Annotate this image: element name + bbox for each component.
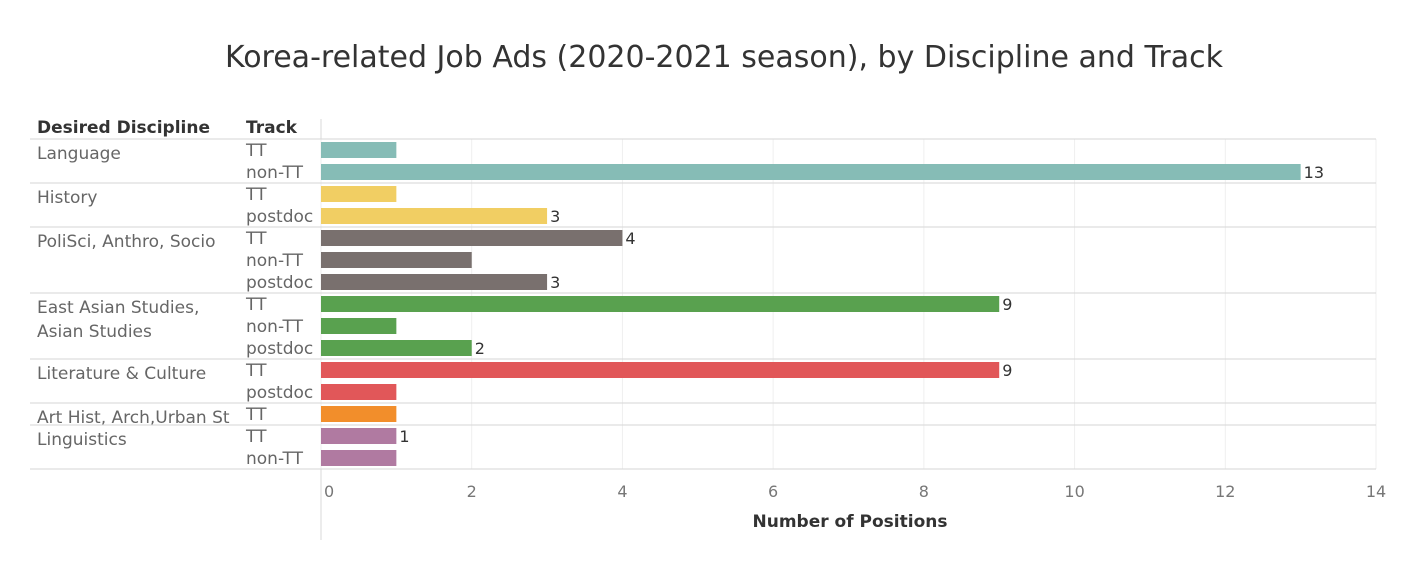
track-label: non-TT bbox=[246, 251, 304, 271]
track-label: TT bbox=[245, 295, 267, 315]
x-tick-label: 2 bbox=[467, 482, 477, 501]
track-label: postdoc bbox=[246, 383, 313, 403]
bar bbox=[321, 318, 397, 334]
discipline-label: Asian Studies bbox=[37, 322, 152, 342]
x-tick-label: 4 bbox=[617, 482, 627, 501]
bar bbox=[321, 406, 397, 422]
track-label: TT bbox=[245, 361, 267, 381]
bar bbox=[321, 450, 397, 466]
track-label: postdoc bbox=[246, 273, 313, 293]
data-label: 9 bbox=[1002, 295, 1012, 314]
bar bbox=[321, 340, 472, 356]
bar bbox=[321, 230, 623, 246]
track-label: non-TT bbox=[246, 317, 304, 337]
bar bbox=[321, 274, 548, 290]
track-label: TT bbox=[245, 405, 267, 425]
x-tick-label: 12 bbox=[1215, 482, 1235, 501]
bar bbox=[321, 208, 548, 224]
track-label: TT bbox=[245, 427, 267, 447]
data-label: 2 bbox=[475, 339, 485, 358]
bar bbox=[321, 296, 1000, 312]
x-axis-label: Number of Positions bbox=[753, 512, 948, 532]
x-tick-label: 0 bbox=[324, 482, 334, 501]
bar bbox=[321, 186, 397, 202]
bar bbox=[321, 362, 1000, 378]
bar bbox=[321, 164, 1301, 180]
data-label: 13 bbox=[1304, 163, 1324, 182]
header-discipline: Desired Discipline bbox=[37, 118, 210, 138]
track-label: TT bbox=[245, 185, 267, 205]
track-label: postdoc bbox=[246, 339, 313, 359]
data-label: 3 bbox=[550, 207, 560, 226]
discipline-label: Language bbox=[37, 144, 121, 164]
x-axis: 0 2 4 6 8 10 12 14 bbox=[324, 482, 1386, 501]
track-label: non-TT bbox=[246, 163, 304, 183]
discipline-label: Art Hist, Arch,Urban St bbox=[37, 408, 230, 428]
x-tick-label: 8 bbox=[919, 482, 929, 501]
data-label: 9 bbox=[1002, 361, 1012, 380]
chart-title: Korea-related Job Ads (2020-2021 season)… bbox=[225, 40, 1224, 75]
discipline-label: PoliSci, Anthro, Socio bbox=[37, 232, 216, 252]
track-label: postdoc bbox=[246, 207, 313, 227]
discipline-label: History bbox=[37, 188, 97, 208]
discipline-label: East Asian Studies, bbox=[37, 298, 199, 318]
header-track: Track bbox=[246, 118, 298, 138]
track-label: non-TT bbox=[246, 449, 304, 469]
discipline-label: Linguistics bbox=[37, 430, 127, 450]
track-label: TT bbox=[245, 229, 267, 249]
bar bbox=[321, 142, 397, 158]
x-tick-label: 14 bbox=[1366, 482, 1386, 501]
data-label: 4 bbox=[625, 229, 635, 248]
x-tick-label: 10 bbox=[1064, 482, 1084, 501]
bar bbox=[321, 252, 472, 268]
data-label: 1 bbox=[399, 427, 409, 446]
discipline-label: Literature & Culture bbox=[37, 364, 206, 384]
bar bbox=[321, 384, 397, 400]
track-label: TT bbox=[245, 141, 267, 161]
bar bbox=[321, 428, 397, 444]
x-tick-label: 6 bbox=[768, 482, 778, 501]
data-label: 3 bbox=[550, 273, 560, 292]
